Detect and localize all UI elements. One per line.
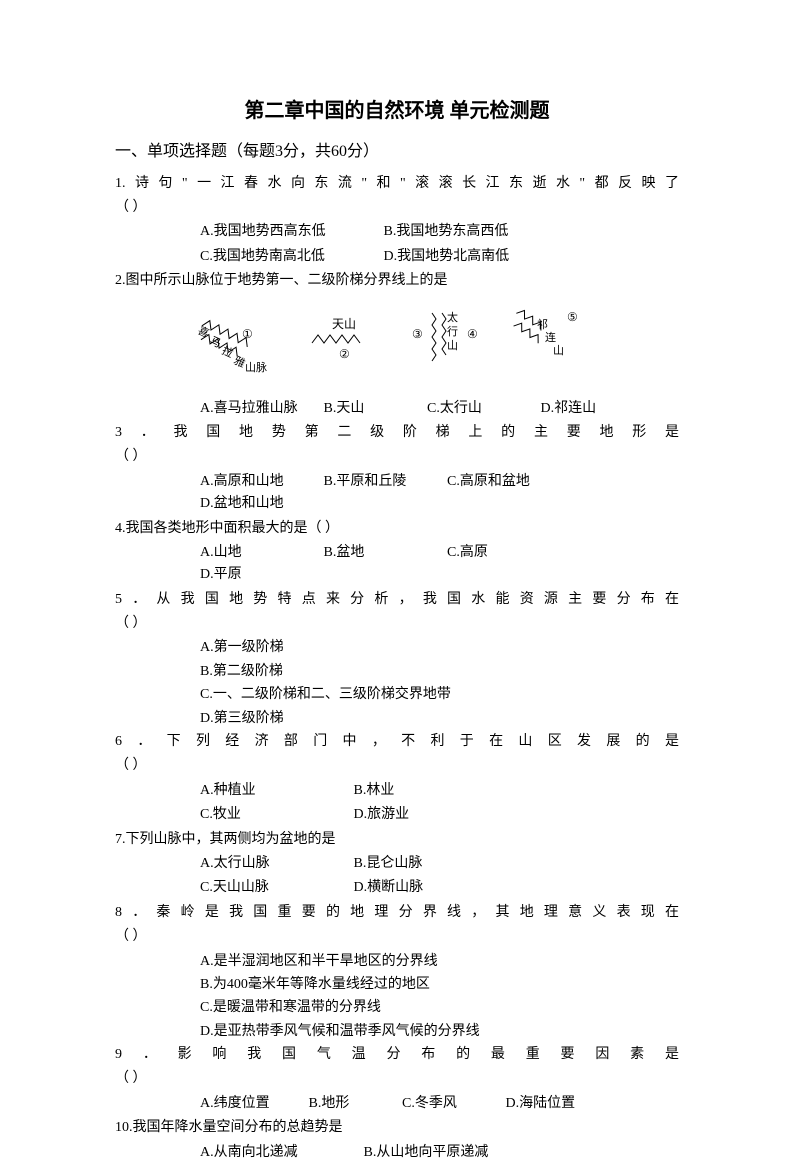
svg-text:连: 连 [545, 331, 556, 344]
q3-opt-b: B.平原和丘陵 [324, 471, 444, 493]
q2-opt-b: B.天山 [324, 398, 424, 420]
q7-opt-d: D.横断山脉 [354, 877, 534, 899]
q8-text: 8．秦岭是我国重要的地理分界线，其地理意义表现在 [115, 902, 679, 924]
q9-bracket: （ ） [115, 1068, 679, 1090]
q1-options-row1: A.我国地势西高东低 B.我国地势东高西低 [115, 221, 679, 243]
q9-opt-a: A.纬度位置 [200, 1093, 305, 1115]
q8-opt-a: A.是半湿润地区和半干旱地区的分界线 [115, 951, 679, 973]
q3-text: 3．我国地势第二级阶梯上的主要地形是 [115, 422, 679, 444]
svg-text:③: ③ [412, 327, 423, 341]
q2-opt-d: D.祁连山 [541, 398, 661, 420]
q2-text: 2.图中所示山脉位于地势第一、二级阶梯分界线上的是 [115, 270, 679, 292]
q4-options: A.山地 B.盆地 C.高原 D.平原 [115, 542, 679, 587]
q4-text: 4.我国各类地形中面积最大的是（ ） [115, 518, 679, 540]
q5-opt-d: D.第三级阶梯 [115, 708, 679, 730]
q6-text: 6．下列经济部门中，不利于在山区发展的是 [115, 731, 679, 753]
q9-text: 9．影响我国气温分布的最重要因素是 [115, 1044, 679, 1066]
q9-opt-c: C.冬季风 [402, 1093, 502, 1115]
svg-text:山: 山 [447, 339, 458, 352]
q1-opt-c: C.我国地势南高北低 [200, 246, 380, 268]
q1-opt-b: B.我国地势东高西低 [384, 221, 564, 243]
q3-opt-c: C.高原和盆地 [447, 471, 567, 493]
q3-opt-a: A.高原和山地 [200, 471, 320, 493]
q9-opt-d: D.海陆位置 [506, 1093, 576, 1115]
q1-text: 1.诗句"一江春水向东流"和"滚滚长江东逝水"都反映了 [115, 173, 679, 195]
svg-text:②: ② [339, 347, 350, 361]
q10-options: A.从南向北递减 B.从山地向平原递减 [115, 1142, 679, 1164]
svg-text:祁: 祁 [537, 317, 548, 331]
q5-text: 5．从我国地势特点来分析，我国水能资源主要分布在 [115, 589, 679, 611]
q10-text: 10.我国年降水量空间分布的总趋势是 [115, 1117, 679, 1139]
svg-text:天山: 天山 [332, 317, 356, 331]
svg-text:④: ④ [467, 327, 478, 341]
q5-opt-c: C.一、二级阶梯和二、三级阶梯交界地带 [115, 684, 679, 706]
q7-options-row2: C.天山山脉 D.横断山脉 [115, 877, 679, 899]
q1-options-row2: C.我国地势南高北低 D.我国地势北高南低 [115, 246, 679, 268]
mountain-3 [432, 313, 446, 361]
q6-opt-d: D.旅游业 [354, 804, 534, 826]
q1-bracket: （ ） [115, 197, 679, 219]
svg-text:山脉: 山脉 [245, 360, 267, 374]
q8-bracket: （ ） [115, 926, 679, 948]
q2-options: A.喜马拉雅山脉 B.天山 C.太行山 D.祁连山 [115, 398, 679, 420]
q5-opt-b: B.第二级阶梯 [115, 661, 679, 683]
q5-opt-a: A.第一级阶梯 [115, 637, 679, 659]
q6-opt-a: A.种植业 [200, 780, 350, 802]
q5-bracket: （ ） [115, 613, 679, 635]
q9-options: A.纬度位置 B.地形 C.冬季风 D.海陆位置 [115, 1093, 679, 1115]
q6-bracket: （ ） [115, 755, 679, 777]
q10-opt-a: A.从南向北递减 [200, 1142, 360, 1164]
q4-opt-d: D.平原 [200, 564, 320, 586]
svg-text:马: 马 [208, 333, 223, 349]
svg-text:太: 太 [447, 311, 458, 324]
svg-text:山: 山 [553, 344, 564, 357]
svg-text:行: 行 [447, 325, 458, 338]
section-header: 一、单项选择题（每题3分，共60分） [115, 139, 679, 165]
q8-opt-b: B.为400毫米年等降水量线经过的地区 [115, 974, 679, 996]
q4-opt-a: A.山地 [200, 542, 320, 564]
q4-opt-b: B.盆地 [324, 542, 444, 564]
q7-text: 7.下列山脉中，其两侧均为盆地的是 [115, 829, 679, 851]
svg-text:⑤: ⑤ [567, 310, 578, 324]
q3-opt-d: D.盆地和山地 [200, 493, 320, 515]
q6-opt-c: C.牧业 [200, 804, 350, 826]
q1-opt-a: A.我国地势西高东低 [200, 221, 380, 243]
q7-opt-c: C.天山山脉 [200, 877, 350, 899]
q10-opt-b: B.从山地向平原递减 [364, 1142, 544, 1164]
q6-options-row2: C.牧业 D.旅游业 [115, 804, 679, 826]
svg-text:①: ① [242, 327, 253, 341]
q6-options-row1: A.种植业 B.林业 [115, 780, 679, 802]
q2-opt-a: A.喜马拉雅山脉 [200, 398, 320, 420]
mountain-diagram: 喜 马 拉 雅 山脉 ① 天山 ② ③ 太 行 山 ④ 祁 连 山 ⑤ [115, 303, 679, 383]
q6-opt-b: B.林业 [354, 780, 534, 802]
q3-bracket: （ ） [115, 446, 679, 468]
q3-options: A.高原和山地 B.平原和丘陵 C.高原和盆地 D.盆地和山地 [115, 471, 679, 516]
q7-opt-b: B.昆仑山脉 [354, 853, 534, 875]
q7-options-row1: A.太行山脉 B.昆仑山脉 [115, 853, 679, 875]
page-title: 第二章中国的自然环境 单元检测题 [115, 95, 679, 127]
q4-opt-c: C.高原 [447, 542, 567, 564]
q9-opt-b: B.地形 [309, 1093, 399, 1115]
mountain-2 [312, 335, 360, 343]
q8-opt-d: D.是亚热带季风气候和温带季风气候的分界线 [115, 1021, 679, 1043]
q8-opt-c: C.是暖温带和寒温带的分界线 [115, 997, 679, 1019]
q2-opt-c: C.太行山 [427, 398, 537, 420]
q7-opt-a: A.太行山脉 [200, 853, 350, 875]
q1-opt-d: D.我国地势北高南低 [384, 246, 564, 268]
